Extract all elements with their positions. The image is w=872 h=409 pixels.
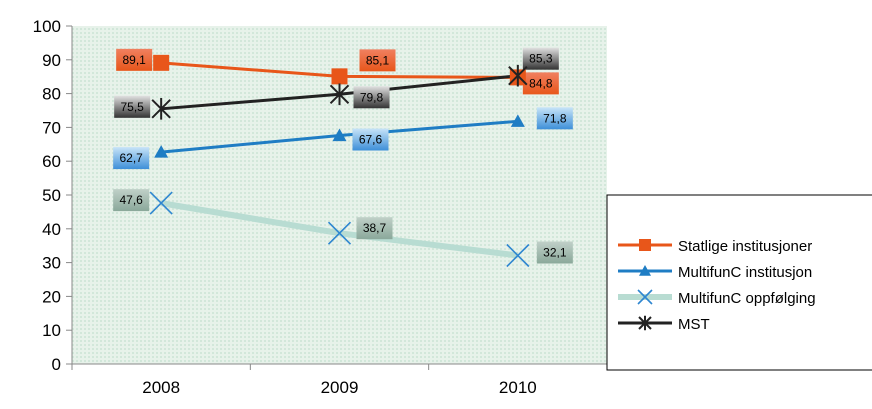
y-tick-label: 10 xyxy=(42,321,61,340)
y-tick-label: 40 xyxy=(42,220,61,239)
y-tick-label: 70 xyxy=(42,118,61,137)
legend-box xyxy=(606,194,872,371)
data-label: 89,1 xyxy=(122,53,146,67)
data-label: 84,8 xyxy=(529,76,553,90)
marker-x xyxy=(327,221,352,245)
legend-label: MultifunC oppfølging xyxy=(678,290,816,307)
data-label: 62,7 xyxy=(119,151,143,165)
data-label-box xyxy=(116,48,153,71)
marker-star xyxy=(638,315,652,331)
x-tick-label: 2010 xyxy=(499,378,537,397)
data-label: 32,1 xyxy=(543,246,567,260)
marker-triangle xyxy=(510,114,525,127)
legend-label: MST xyxy=(678,316,710,333)
marker-square xyxy=(639,239,651,251)
data-label-box xyxy=(113,189,150,212)
data-label: 85,1 xyxy=(366,53,390,67)
data-label-box xyxy=(356,217,393,240)
marker-square xyxy=(331,68,348,85)
data-label: 67,6 xyxy=(359,133,383,147)
marker-triangle xyxy=(154,145,169,158)
marker-triangle xyxy=(639,265,651,276)
data-label: 47,6 xyxy=(119,193,143,207)
y-tick-label: 60 xyxy=(42,152,61,171)
data-label-box xyxy=(114,95,151,118)
y-tick-label: 30 xyxy=(42,254,61,273)
y-tick-label: 50 xyxy=(42,186,61,205)
data-label-box xyxy=(353,86,390,109)
y-tick-label: 80 xyxy=(42,85,61,104)
data-label-box xyxy=(522,72,559,95)
x-tick-label: 2008 xyxy=(142,378,180,397)
marker-star xyxy=(329,83,350,106)
data-label-box xyxy=(522,47,559,70)
marker-square xyxy=(153,54,170,71)
data-label-box xyxy=(352,128,389,151)
marker-star xyxy=(508,64,528,87)
data-label-box xyxy=(536,241,573,264)
y-tick-label: 100 xyxy=(33,17,61,36)
data-label-box xyxy=(536,107,573,130)
marker-triangle xyxy=(332,128,347,142)
data-label: 85,3 xyxy=(529,52,553,66)
y-tick-label: 20 xyxy=(42,287,61,306)
marker-x xyxy=(506,243,530,268)
data-label: 79,8 xyxy=(360,90,384,104)
data-label-box xyxy=(359,49,396,72)
data-label: 75,5 xyxy=(120,100,144,114)
data-label: 71,8 xyxy=(543,111,567,125)
marker-x xyxy=(149,191,173,215)
marker-star xyxy=(151,98,171,120)
x-tick-label: 2009 xyxy=(321,378,359,397)
marker-x xyxy=(637,289,653,305)
legend-label: MultifunC institusjon xyxy=(678,264,812,281)
data-label-box xyxy=(113,147,150,170)
y-tick-label: 90 xyxy=(42,51,61,70)
legend-label: Statlige institusjoner xyxy=(678,238,812,255)
y-tick-label: 0 xyxy=(52,355,61,374)
data-label: 38,7 xyxy=(363,221,387,235)
